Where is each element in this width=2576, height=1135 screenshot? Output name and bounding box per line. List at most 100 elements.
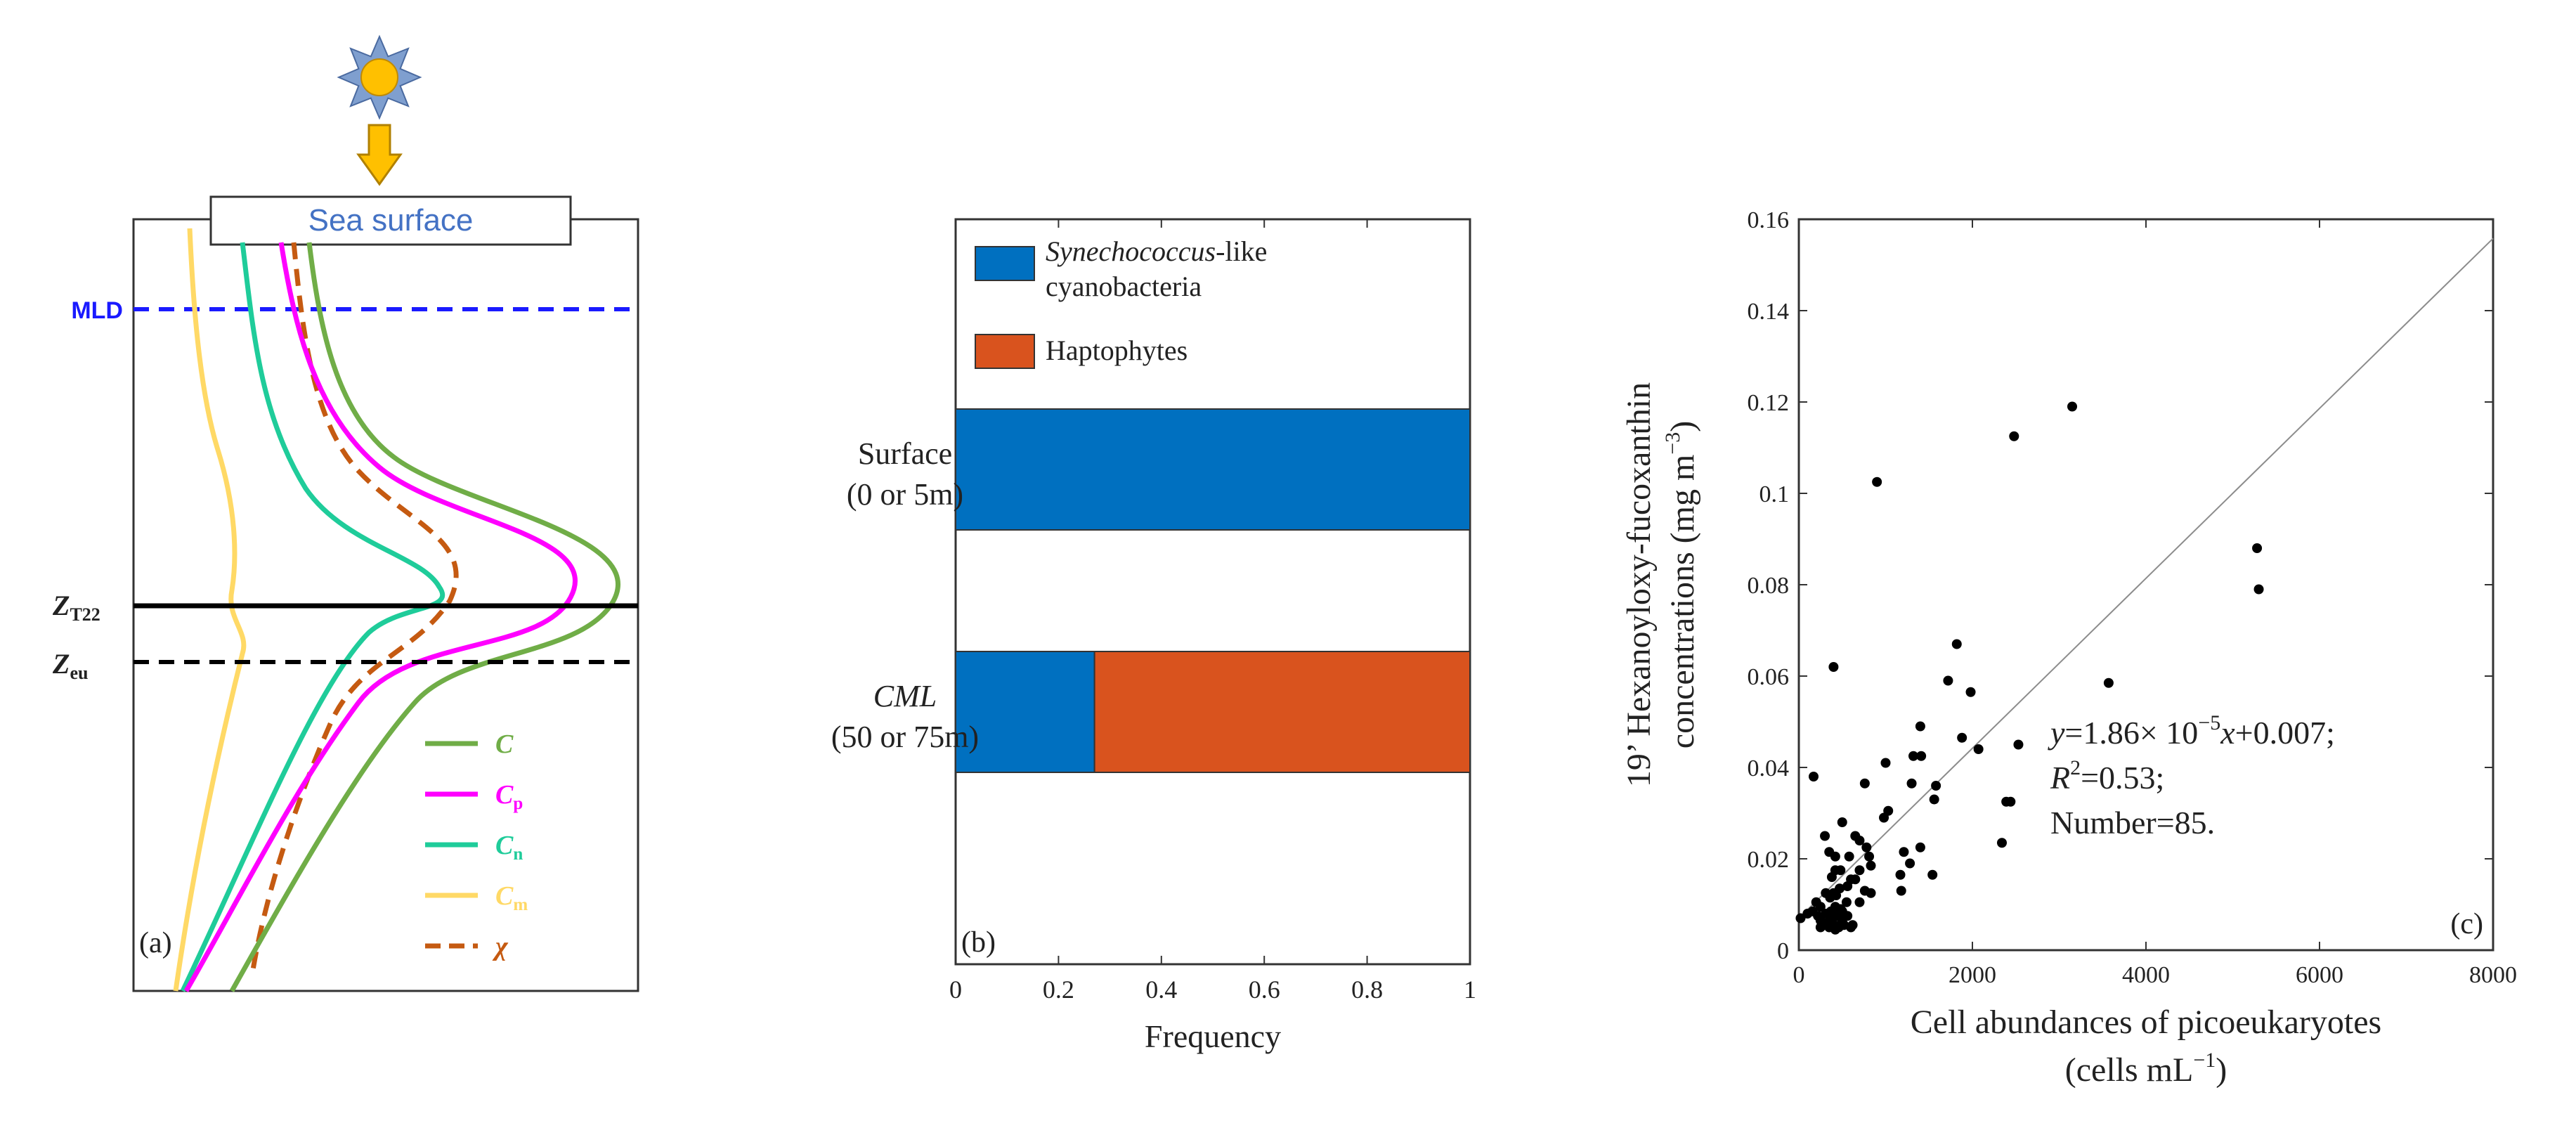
legend-swatch-0 bbox=[975, 246, 1035, 281]
data-point-56 bbox=[1821, 888, 1831, 898]
c-y-axis-label: 19’ Hexanoyloxy-fucoxanthin concentration… bbox=[1620, 382, 1701, 787]
legend-entry-italic-0: Synechococcus bbox=[1046, 235, 1216, 267]
c-y-axis-label-line2: concentrations (mg m−3) bbox=[1661, 421, 1701, 748]
legend-entry-0: Synechococcus-like bbox=[1046, 235, 1267, 267]
panel-c-chart: 0 2000 4000 6000 8000 0 0.02 0.04 0.06 0.08 0.1 0.1… bbox=[1620, 207, 2517, 1089]
data-point-7 bbox=[2103, 677, 2114, 688]
panel-b-label: (b) bbox=[961, 926, 996, 959]
c-y-axis-label-line1: 19’ Hexanoyloxy-fucoxanthin bbox=[1620, 382, 1658, 787]
c-y-tick-label-4: 0.08 bbox=[1748, 573, 1790, 599]
down-arrow-icon bbox=[356, 124, 403, 186]
c-x-tick-label-0: 0 bbox=[1793, 962, 1805, 988]
data-point-25 bbox=[1879, 812, 1889, 823]
fit-r2-r: R bbox=[2050, 760, 2070, 796]
x-tick-label-1: 0.2 bbox=[1043, 975, 1074, 1004]
legend-sub-Cp: p bbox=[513, 794, 523, 813]
c-y-tick-label-3: 0.06 bbox=[1748, 664, 1790, 690]
data-point-57 bbox=[1841, 897, 1852, 907]
fit-eq-intercept: +0.007; bbox=[2235, 715, 2335, 751]
data-point-4 bbox=[2253, 584, 2264, 595]
data-point-84 bbox=[1802, 909, 1813, 919]
data-point-3 bbox=[2252, 543, 2263, 553]
data-point-22 bbox=[2005, 796, 2016, 807]
c-y-unit-text: concentrations (mg m bbox=[1664, 455, 1701, 749]
regression-line bbox=[1798, 238, 2494, 919]
zeu-label: Zeu bbox=[52, 648, 88, 683]
fit-eq-exp: −5 bbox=[2198, 711, 2220, 734]
data-point-66 bbox=[1821, 909, 1831, 919]
c-x-unit-text: (cells mL bbox=[2065, 1051, 2194, 1089]
fit-eq-coef: =1.86× 10 bbox=[2064, 715, 2198, 751]
legend-label-C: C bbox=[495, 729, 514, 759]
panel-c-label: (c) bbox=[2450, 908, 2483, 940]
c-y-tick-label-7: 0.14 bbox=[1748, 299, 1790, 325]
legend-main-Cp: C bbox=[495, 780, 514, 810]
data-point-20 bbox=[1859, 778, 1870, 789]
data-point-16 bbox=[1880, 758, 1891, 768]
sun-core bbox=[360, 58, 398, 96]
data-point-51 bbox=[1842, 881, 1853, 891]
legend-main-Cn: C bbox=[495, 831, 514, 860]
fit-equation: y=1.86× 10−5x+0.007; bbox=[2048, 711, 2335, 751]
panel-c-frame bbox=[1797, 218, 2494, 952]
panel-a-label: (a) bbox=[139, 927, 172, 959]
data-point-81 bbox=[1795, 913, 1806, 923]
x-tick-label-0: 0 bbox=[949, 975, 962, 1004]
mld-label: MLD bbox=[71, 297, 123, 324]
data-point-2 bbox=[1872, 476, 1882, 487]
data-point-83 bbox=[1830, 924, 1840, 935]
zt22-label: ZT22 bbox=[52, 590, 100, 625]
data-point-44 bbox=[1854, 865, 1865, 876]
data-point-26 bbox=[1837, 817, 1847, 827]
data-point-60 bbox=[1815, 902, 1826, 912]
fit-r2: R2=0.53; bbox=[2050, 756, 2164, 796]
legend-entry-line2-0: cyanobacteria bbox=[1046, 271, 1202, 302]
data-point-19 bbox=[1906, 778, 1917, 789]
data-point-34 bbox=[1830, 851, 1840, 862]
category-sublabel-0: (0 or 5m) bbox=[847, 477, 963, 512]
panel-b-chart: Surface (0 or 5m) CML (50 or 75m) Synechococ… bbox=[831, 218, 1476, 1054]
bar-1-series-1 bbox=[1093, 651, 1471, 773]
x-tick-label-5: 1 bbox=[1464, 975, 1476, 1004]
x-tick-label-3: 0.6 bbox=[1249, 975, 1280, 1004]
data-point-23 bbox=[1929, 794, 1939, 805]
legend-entry-1: Haptophytes bbox=[1046, 335, 1188, 366]
fit-eq-y: y bbox=[2048, 715, 2065, 751]
zeu-main: Z bbox=[52, 648, 70, 680]
legend-label-Cm: Cm bbox=[495, 881, 528, 914]
data-point-36 bbox=[1899, 847, 1909, 857]
legend-entry-text-0: -like bbox=[1216, 235, 1267, 267]
legend-label-Cp: Cp bbox=[495, 780, 523, 813]
data-point-58 bbox=[1854, 897, 1865, 907]
sun-icon bbox=[337, 34, 422, 120]
sea-surface-box bbox=[209, 195, 572, 246]
c-y-tick-label-6: 0.12 bbox=[1748, 390, 1790, 416]
data-point-9 bbox=[1965, 687, 1976, 697]
data-point-32 bbox=[1864, 851, 1875, 862]
x-axis-label: Frequency bbox=[1145, 1018, 1281, 1054]
data-point-47 bbox=[1826, 872, 1837, 882]
data-point-5 bbox=[1828, 662, 1839, 672]
legend-main-C: C bbox=[495, 729, 514, 759]
c-x-tick-label-2: 4000 bbox=[2122, 962, 2170, 988]
curve-cn bbox=[180, 242, 445, 992]
data-point-37 bbox=[1915, 842, 1925, 852]
data-point-31 bbox=[1861, 842, 1872, 852]
zt22-main: Z bbox=[52, 590, 70, 621]
curve-cm bbox=[173, 228, 247, 992]
c-y-tick-label-1: 0.02 bbox=[1748, 847, 1790, 873]
curve-chi bbox=[250, 242, 459, 971]
legend-entry-text-1: Haptophytes bbox=[1046, 335, 1188, 366]
legend-label-Cn: Cn bbox=[495, 831, 523, 864]
fit-eq-x: x bbox=[2220, 715, 2235, 751]
data-point-48 bbox=[1896, 886, 1906, 896]
curve-cp bbox=[183, 242, 578, 992]
fit-r2-value: =0.53; bbox=[2081, 760, 2164, 796]
zt22-sub: T22 bbox=[70, 604, 100, 625]
fit-number: Number=85. bbox=[2050, 805, 2215, 841]
data-point-15 bbox=[1916, 751, 1927, 761]
data-point-43 bbox=[1866, 860, 1876, 871]
category-label-0: Surface bbox=[858, 436, 952, 471]
bar-0-series-0 bbox=[955, 408, 1471, 531]
